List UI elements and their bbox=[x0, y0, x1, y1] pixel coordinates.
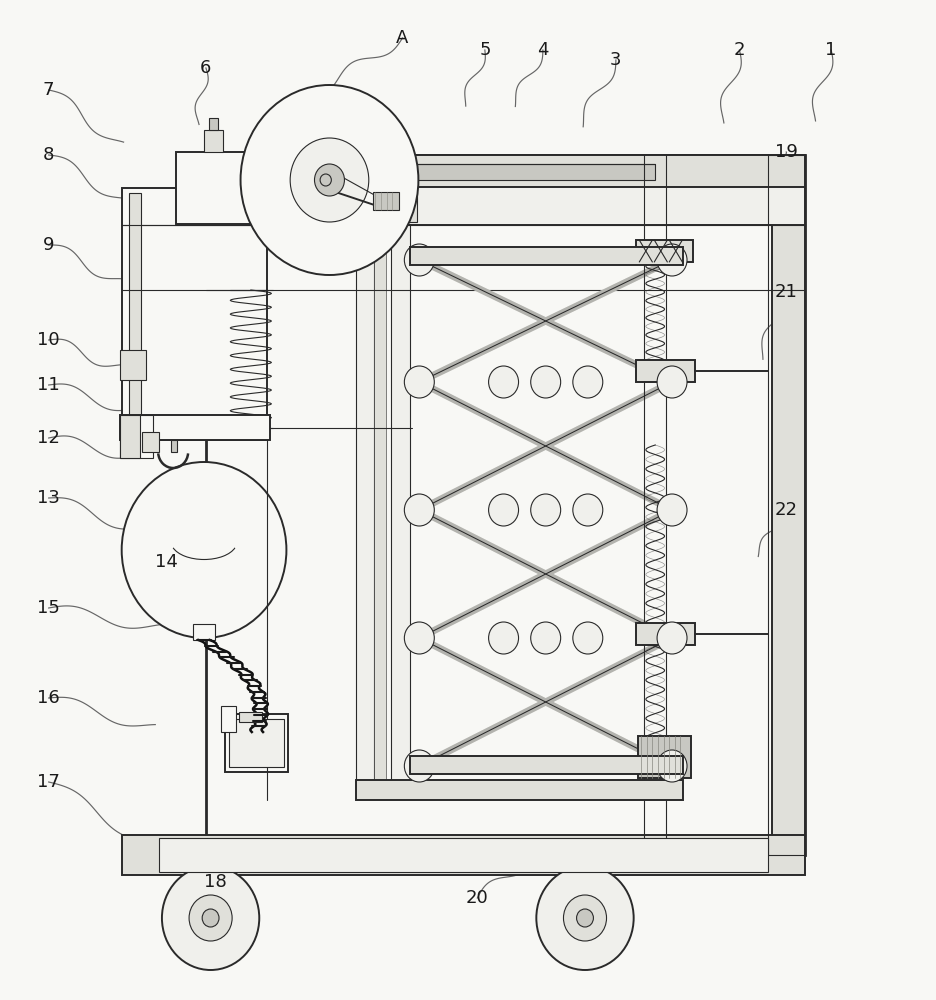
Bar bbox=[206, 155, 805, 190]
Text: 10: 10 bbox=[37, 331, 60, 349]
Bar bbox=[309, 164, 655, 180]
Bar bbox=[120, 415, 153, 458]
Bar bbox=[120, 350, 146, 380]
Bar bbox=[120, 415, 270, 440]
Text: 13: 13 bbox=[37, 489, 60, 507]
Bar bbox=[384, 192, 417, 222]
Circle shape bbox=[489, 622, 519, 654]
Circle shape bbox=[404, 366, 434, 398]
Bar bbox=[638, 736, 691, 778]
Text: 15: 15 bbox=[37, 599, 60, 617]
Circle shape bbox=[657, 750, 687, 782]
Text: 17: 17 bbox=[37, 773, 60, 791]
Circle shape bbox=[573, 622, 603, 654]
Circle shape bbox=[404, 244, 434, 276]
Bar bbox=[410, 247, 683, 265]
Circle shape bbox=[189, 895, 232, 941]
Circle shape bbox=[536, 866, 634, 970]
Circle shape bbox=[162, 866, 259, 970]
Bar bbox=[122, 188, 267, 440]
Bar bbox=[142, 432, 159, 452]
Bar bbox=[206, 187, 805, 225]
Bar bbox=[356, 224, 374, 792]
Circle shape bbox=[531, 622, 561, 654]
Circle shape bbox=[657, 494, 687, 526]
Circle shape bbox=[657, 622, 687, 654]
Text: 20: 20 bbox=[466, 889, 489, 907]
Bar bbox=[636, 360, 695, 382]
Circle shape bbox=[404, 750, 434, 782]
Text: 1: 1 bbox=[826, 41, 837, 59]
Circle shape bbox=[563, 895, 607, 941]
Bar bbox=[410, 756, 683, 774]
Bar bbox=[176, 152, 265, 224]
Text: 16: 16 bbox=[37, 689, 60, 707]
Circle shape bbox=[577, 909, 593, 927]
Text: 7: 7 bbox=[43, 81, 54, 99]
Bar bbox=[204, 130, 223, 152]
Text: 5: 5 bbox=[479, 41, 490, 59]
Text: 11: 11 bbox=[37, 376, 60, 394]
Text: 18: 18 bbox=[204, 873, 227, 891]
Circle shape bbox=[531, 494, 561, 526]
Text: 4: 4 bbox=[537, 41, 548, 59]
Bar bbox=[229, 719, 284, 767]
Text: 21: 21 bbox=[775, 283, 797, 301]
Bar bbox=[159, 838, 768, 872]
Bar bbox=[374, 224, 386, 792]
Text: 14: 14 bbox=[155, 553, 178, 571]
Circle shape bbox=[122, 462, 286, 638]
Circle shape bbox=[314, 164, 344, 196]
Bar bbox=[122, 835, 805, 875]
Circle shape bbox=[531, 366, 561, 398]
Bar bbox=[129, 193, 141, 435]
Bar bbox=[193, 624, 215, 640]
Text: 12: 12 bbox=[37, 429, 60, 447]
Bar bbox=[209, 118, 218, 130]
Text: 9: 9 bbox=[43, 236, 54, 254]
Bar bbox=[636, 623, 695, 645]
Text: A: A bbox=[396, 29, 409, 47]
Bar bbox=[120, 415, 140, 458]
Circle shape bbox=[404, 494, 434, 526]
Bar bbox=[206, 155, 805, 855]
Circle shape bbox=[573, 366, 603, 398]
Bar bbox=[772, 155, 805, 855]
Bar bbox=[356, 780, 683, 800]
Circle shape bbox=[657, 244, 687, 276]
Bar bbox=[636, 240, 693, 262]
Circle shape bbox=[241, 85, 418, 275]
Bar bbox=[373, 192, 399, 210]
Bar bbox=[171, 440, 177, 452]
Bar bbox=[391, 224, 410, 792]
Bar bbox=[768, 155, 805, 855]
Text: 2: 2 bbox=[734, 41, 745, 59]
Text: 6: 6 bbox=[200, 59, 212, 77]
Circle shape bbox=[489, 494, 519, 526]
Bar bbox=[225, 714, 288, 772]
Text: 3: 3 bbox=[610, 51, 622, 69]
Bar bbox=[221, 706, 236, 732]
Circle shape bbox=[489, 366, 519, 398]
Text: 8: 8 bbox=[43, 146, 54, 164]
Text: 19: 19 bbox=[775, 143, 797, 161]
Circle shape bbox=[573, 494, 603, 526]
Circle shape bbox=[404, 622, 434, 654]
Circle shape bbox=[290, 138, 369, 222]
Circle shape bbox=[202, 909, 219, 927]
Bar bbox=[239, 712, 262, 722]
Text: 22: 22 bbox=[775, 501, 797, 519]
Circle shape bbox=[320, 174, 331, 186]
Circle shape bbox=[657, 366, 687, 398]
